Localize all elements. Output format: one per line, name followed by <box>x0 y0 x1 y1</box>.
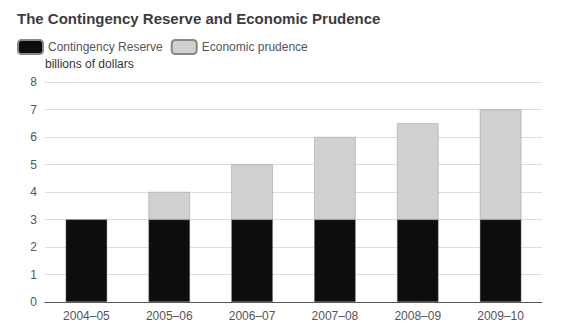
svg-text:7: 7 <box>30 103 37 117</box>
svg-text:2009–10: 2009–10 <box>477 309 524 323</box>
svg-text:billions of dollars: billions of dollars <box>45 57 134 71</box>
svg-text:2006–07: 2006–07 <box>229 309 276 323</box>
svg-text:2004–05: 2004–05 <box>63 309 110 323</box>
svg-text:The Contingency Reserve and Ec: The Contingency Reserve and Economic Pru… <box>17 10 380 27</box>
svg-text:2005–06: 2005–06 <box>146 309 193 323</box>
svg-text:0: 0 <box>30 295 37 309</box>
svg-text:1: 1 <box>30 268 37 282</box>
svg-text:Contingency Reserve: Contingency Reserve <box>48 40 163 54</box>
svg-text:4: 4 <box>30 185 37 199</box>
svg-text:5: 5 <box>30 158 37 172</box>
svg-text:2: 2 <box>30 240 37 254</box>
svg-text:8: 8 <box>30 75 37 89</box>
svg-text:2008–09: 2008–09 <box>394 309 441 323</box>
svg-text:2007–08: 2007–08 <box>312 309 359 323</box>
svg-text:Economic prudence: Economic prudence <box>202 40 308 54</box>
svg-text:6: 6 <box>30 130 37 144</box>
svg-text:3: 3 <box>30 213 37 227</box>
